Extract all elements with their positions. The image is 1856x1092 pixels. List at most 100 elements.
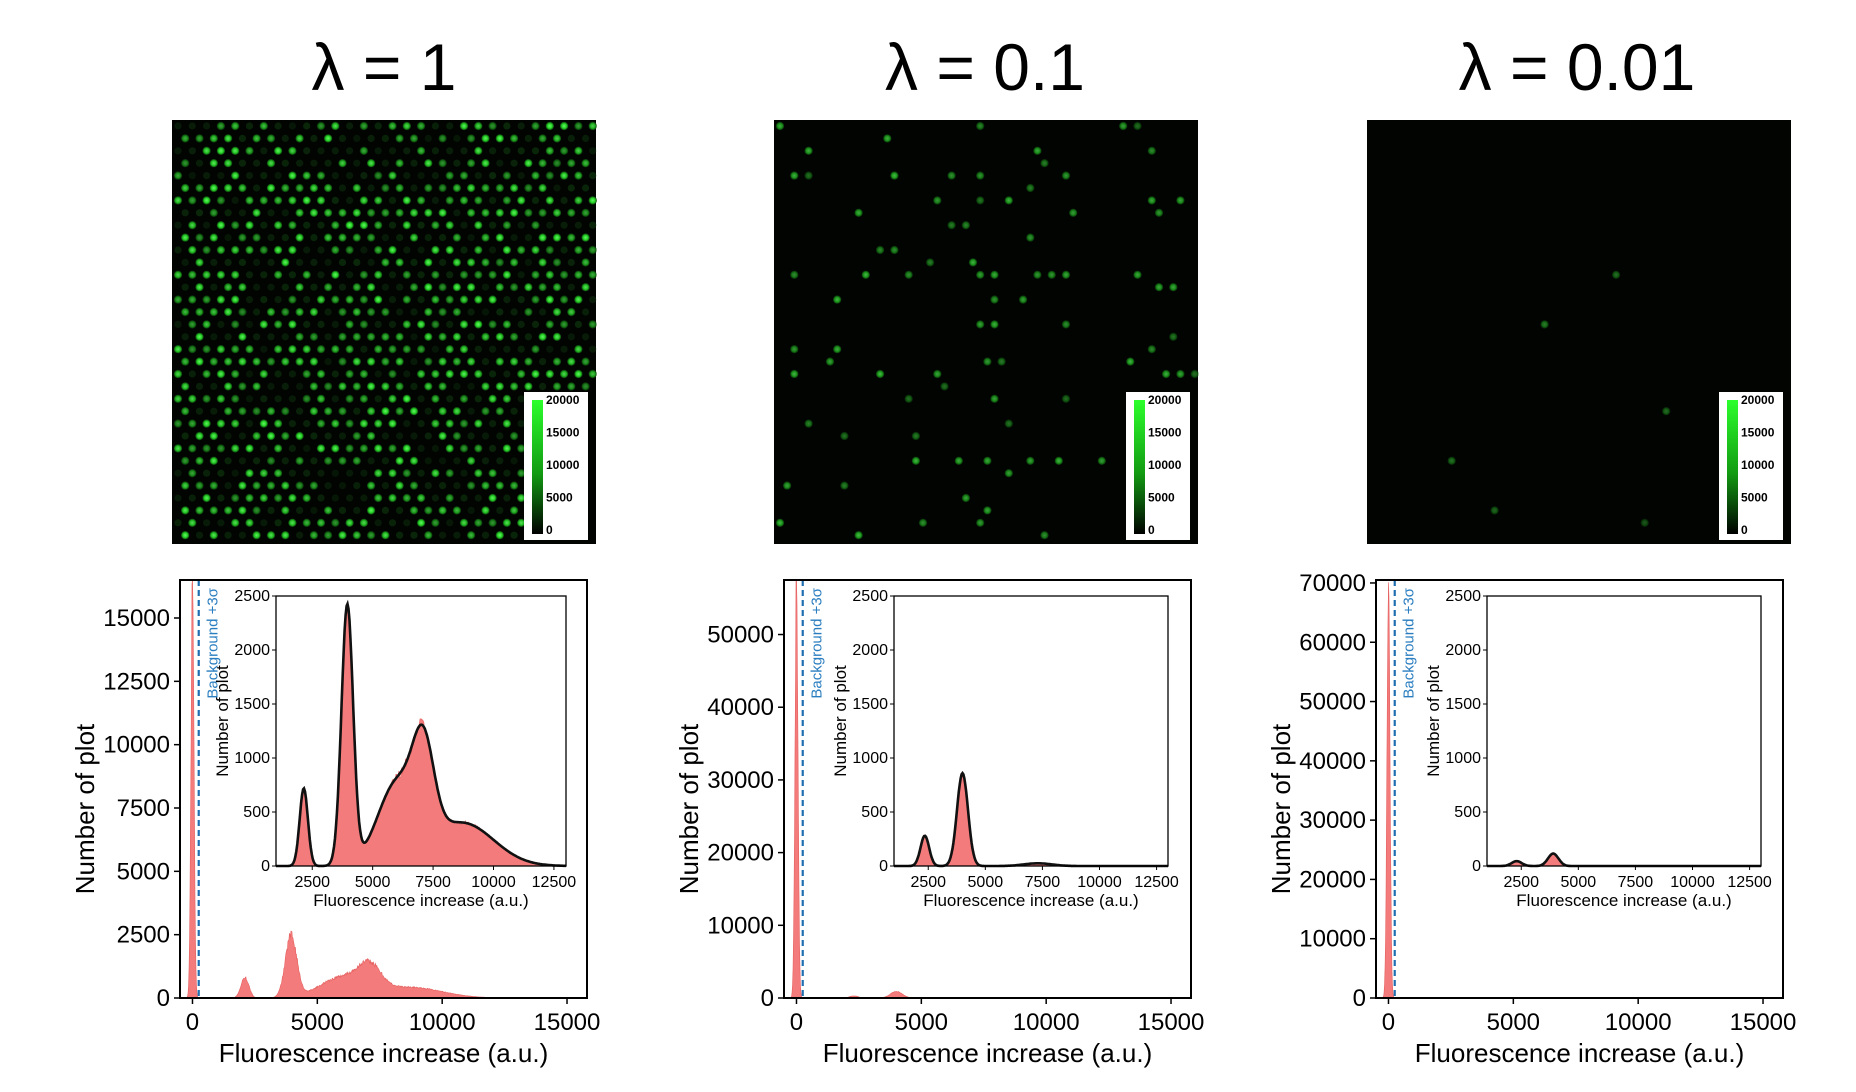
well-spot-positive — [388, 493, 397, 503]
well-spot-positive — [840, 481, 849, 490]
well-spot-positive — [1133, 121, 1142, 131]
well-spot-negative — [489, 345, 497, 353]
well-spot-negative — [467, 432, 475, 440]
well-spot-negative — [310, 234, 318, 242]
x-tick-label: 10000 — [1605, 1009, 1672, 1036]
well-spot-positive — [502, 196, 512, 205]
well-spot-negative — [410, 308, 418, 316]
well-spot-positive — [481, 332, 490, 341]
colorbar: 20000 15000 10000 5000 0 — [524, 392, 588, 540]
well-spot-positive — [424, 159, 433, 168]
well-spot-positive — [288, 221, 297, 230]
well-spot-positive — [509, 183, 519, 193]
well-spot-negative — [496, 308, 504, 316]
inset-x-tick-label: 5000 — [355, 874, 391, 891]
well-spot-positive — [266, 531, 276, 540]
well-spot-positive — [1662, 407, 1671, 416]
well-spot-negative — [260, 345, 268, 353]
well-spot-positive — [545, 196, 554, 205]
well-spot-negative — [510, 308, 518, 316]
well-spot-positive — [181, 407, 190, 416]
well-spot-positive — [245, 245, 254, 255]
well-spot-positive — [238, 407, 247, 416]
well-spot-positive — [374, 419, 383, 428]
well-spot-negative — [253, 184, 261, 192]
well-spot-negative — [303, 420, 311, 428]
well-spot-negative — [203, 221, 211, 229]
well-spot-negative — [510, 531, 518, 539]
well-spot-positive — [488, 295, 497, 304]
well-spot-negative — [381, 457, 389, 465]
well-spot-positive — [804, 146, 813, 155]
well-spot-negative — [539, 358, 547, 366]
well-spot-positive — [495, 258, 504, 267]
well-spot-negative — [224, 209, 232, 217]
well-spot-negative — [431, 494, 439, 502]
well-spot-negative — [296, 407, 304, 415]
well-spot-positive — [424, 506, 433, 515]
well-spot-negative — [353, 407, 361, 415]
y-tick-label: 40000 — [1299, 748, 1366, 775]
well-spot-positive — [545, 369, 554, 379]
well-spot-positive — [266, 307, 276, 317]
well-spot-negative — [346, 122, 354, 130]
well-spot-positive — [209, 481, 218, 490]
main-histogram: Background +3σ0 5000 10000 1500001000020000… — [674, 579, 1204, 1068]
well-spot-positive — [395, 159, 404, 168]
well-spot-positive — [302, 369, 311, 379]
well-spot-positive — [459, 320, 469, 329]
well-spot-negative — [203, 122, 211, 130]
well-spot-positive — [252, 134, 261, 143]
well-spot-positive — [338, 407, 347, 416]
well-spot-positive — [481, 208, 490, 217]
well-spot-positive — [331, 221, 340, 230]
well-spot-positive — [209, 208, 218, 217]
well-spot-negative — [374, 395, 382, 403]
well-spot-negative — [360, 345, 368, 353]
well-spot-positive — [1176, 369, 1185, 379]
well-spot-positive — [252, 481, 261, 490]
well-spot-negative — [503, 296, 511, 304]
well-spot-positive — [466, 183, 476, 193]
well-spot-negative — [374, 147, 382, 155]
well-spot-negative — [460, 246, 468, 254]
well-spot-positive — [359, 270, 369, 279]
well-spot-positive — [517, 469, 526, 478]
well-spot-negative — [481, 308, 490, 316]
well-spot-negative — [396, 531, 404, 539]
well-spot-positive — [495, 382, 504, 391]
well-spot-positive — [202, 196, 211, 205]
y-tick-label: 20000 — [707, 840, 774, 867]
well-spot-positive — [309, 531, 319, 540]
well-spot-positive — [309, 407, 319, 416]
inset-y-tick-label: 1500 — [234, 696, 270, 713]
well-spot-positive — [188, 518, 197, 527]
well-spot-positive — [552, 233, 562, 242]
well-spot-positive — [338, 233, 347, 242]
well-spot-negative — [245, 395, 254, 403]
well-spot-positive — [402, 295, 411, 304]
well-spot-negative — [417, 420, 425, 428]
well-spot-positive — [216, 394, 226, 403]
well-spot-negative — [489, 370, 497, 378]
well-spot-positive — [552, 382, 562, 391]
well-spot-positive — [181, 382, 190, 391]
well-spot-positive — [402, 196, 411, 205]
well-spot-positive — [431, 369, 440, 379]
well-spot-positive — [481, 506, 490, 515]
inset-y-tick-label: 500 — [1454, 804, 1481, 821]
well-spot-positive — [323, 506, 333, 515]
colorbar-tick-label: 0 — [546, 523, 553, 537]
well-spot-positive — [223, 183, 233, 193]
well-spot-negative — [453, 134, 461, 142]
inset-y-tick-label: 1000 — [1445, 750, 1481, 767]
well-spot-positive — [574, 295, 583, 304]
well-spot-positive — [316, 295, 326, 304]
well-spot-negative — [317, 221, 325, 229]
well-spot-positive — [559, 270, 569, 279]
well-spots — [775, 121, 1199, 540]
well-spot-positive — [281, 506, 290, 515]
well-spot-negative — [281, 234, 289, 242]
inset-x-tick-label: 2500 — [910, 874, 946, 891]
well-spot-positive — [474, 518, 483, 527]
